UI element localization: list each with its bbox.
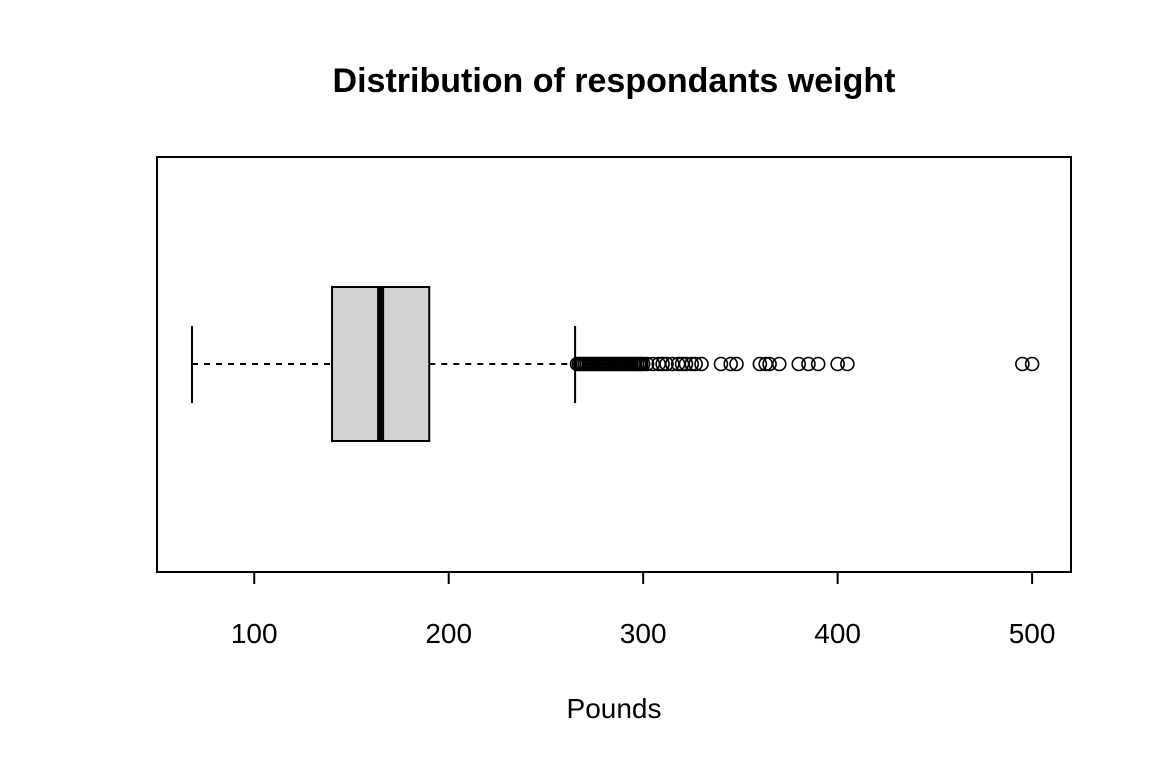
outlier-point <box>1015 356 1030 372</box>
outlier-point <box>713 356 729 372</box>
outlier-point <box>655 356 670 372</box>
boxplot-series <box>191 286 577 442</box>
outlier-point <box>801 356 816 372</box>
outlier-point <box>678 356 694 372</box>
outlier-point <box>659 356 674 372</box>
outlier-point <box>688 356 703 372</box>
x-axis-label: Pounds <box>567 693 662 724</box>
outlier-point <box>762 356 777 372</box>
x-axis: 100 200 300 400 500 <box>231 571 1056 649</box>
outlier-point <box>729 356 744 372</box>
outlier-point <box>791 356 807 372</box>
outlier-point <box>723 356 738 372</box>
outlier-point <box>840 356 855 372</box>
outlier-point <box>694 356 709 372</box>
outlier-point <box>635 356 651 372</box>
outlier-point <box>639 356 655 372</box>
outlier-point <box>684 356 700 372</box>
x-tick-label: 200 <box>425 618 472 649</box>
chart-title: Distribution of respondants weight <box>333 62 896 100</box>
x-tick-label: 400 <box>814 618 861 649</box>
outlier-points <box>569 356 1040 372</box>
outlier-point <box>810 356 826 372</box>
outlier-point <box>771 356 787 372</box>
outlier-point <box>830 356 845 372</box>
x-tick-label: 300 <box>620 618 667 649</box>
x-tick-label: 500 <box>1009 618 1056 649</box>
outlier-point <box>1024 356 1040 372</box>
x-tick-label: 100 <box>231 618 278 649</box>
outlier-point <box>752 356 768 372</box>
